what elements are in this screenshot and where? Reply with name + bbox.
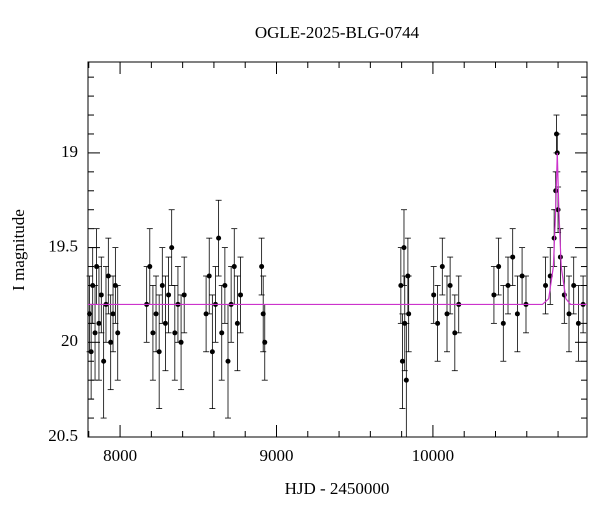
data-point	[447, 282, 453, 288]
data-point	[575, 320, 581, 326]
data-point	[519, 273, 525, 279]
data-point	[439, 264, 445, 270]
data-point	[510, 254, 516, 260]
data-point	[181, 292, 187, 298]
y-axis-label: I magnitude	[9, 209, 28, 291]
data-point	[162, 320, 168, 326]
data-point	[92, 330, 98, 336]
y-tick-label: 19	[61, 142, 78, 161]
data-point	[259, 264, 265, 270]
data-point	[234, 320, 240, 326]
data-point	[403, 377, 409, 383]
data-point	[566, 311, 572, 317]
data-point	[398, 282, 404, 288]
model-curve	[88, 152, 587, 306]
data-point	[159, 282, 165, 288]
data-point	[444, 311, 450, 317]
data-point	[262, 339, 268, 345]
y-tick-label: 20.5	[48, 426, 78, 445]
x-tick-label: 8000	[103, 446, 137, 465]
data-point	[406, 311, 412, 317]
data-point	[219, 330, 225, 336]
y-tick-label: 19.5	[48, 237, 78, 256]
x-tick-label: 10000	[412, 446, 455, 465]
data-point	[399, 358, 405, 364]
data-point	[452, 330, 458, 336]
data-point	[203, 311, 209, 317]
data-point	[147, 264, 153, 270]
data-point	[98, 292, 104, 298]
data-point	[178, 339, 184, 345]
data-point	[115, 330, 121, 336]
data-point	[543, 282, 549, 288]
plot-frame	[87, 61, 588, 438]
data-point	[496, 264, 502, 270]
data-point	[101, 358, 107, 364]
x-tick-label: 9000	[259, 446, 293, 465]
data-point	[153, 311, 159, 317]
data-point	[238, 292, 244, 298]
data-point	[110, 311, 116, 317]
data-point	[505, 282, 511, 288]
data-point	[150, 330, 156, 336]
data-point	[500, 320, 506, 326]
data-point	[169, 245, 175, 251]
data-point	[166, 292, 172, 298]
data-point	[514, 311, 520, 317]
data-point	[491, 292, 497, 298]
data-point	[571, 282, 577, 288]
data-point	[172, 330, 178, 336]
data-point	[431, 292, 437, 298]
data-point	[222, 282, 228, 288]
data-point	[206, 273, 212, 279]
data-point	[435, 320, 441, 326]
data-point	[88, 349, 94, 355]
data-point	[225, 358, 231, 364]
x-axis-label: HJD - 2450000	[285, 479, 390, 498]
data-point	[96, 320, 102, 326]
data-point	[401, 245, 407, 251]
data-point	[231, 264, 237, 270]
data-point	[156, 349, 162, 355]
y-tick-label: 20	[61, 331, 78, 350]
data-point	[209, 349, 215, 355]
data-point	[108, 339, 114, 345]
data-point	[216, 235, 222, 241]
data-point	[105, 273, 111, 279]
chart-title: OGLE-2025-BLG-0744	[255, 23, 420, 42]
